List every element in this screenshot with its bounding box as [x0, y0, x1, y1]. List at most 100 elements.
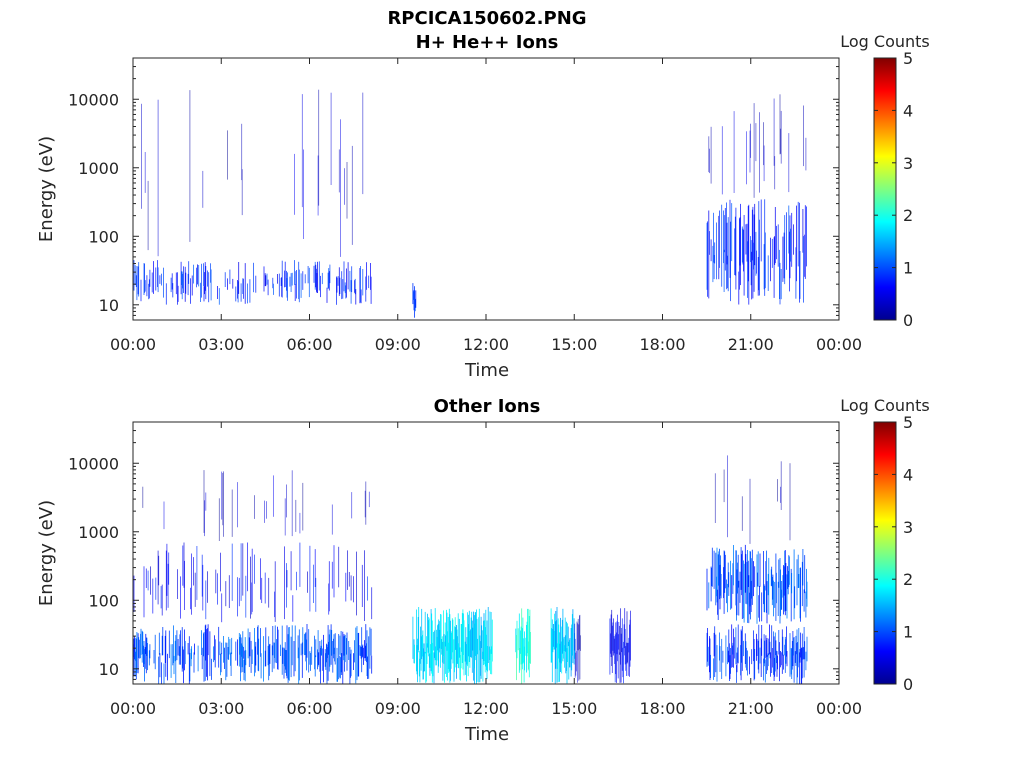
data-cell	[712, 245, 714, 283]
data-cell	[247, 628, 249, 659]
data-cell	[763, 584, 765, 613]
data-cell	[737, 647, 738, 663]
data-cell	[706, 632, 708, 667]
data-cell	[277, 626, 278, 670]
data-cell	[527, 608, 529, 671]
data-cell	[450, 631, 452, 669]
data-cell	[708, 582, 710, 609]
data-cell	[240, 637, 242, 673]
data-cell	[316, 268, 317, 292]
data-cell	[554, 613, 555, 650]
data-cell	[559, 643, 561, 663]
data-cell	[414, 286, 415, 318]
data-cell	[298, 647, 300, 684]
data-cell	[748, 204, 750, 305]
data-cell	[331, 630, 333, 656]
data-cell	[274, 591, 275, 618]
data-cell	[170, 277, 172, 293]
data-cell	[614, 634, 616, 683]
panel-title: Other Ions	[434, 396, 541, 417]
data-cell	[201, 630, 202, 655]
data-cell	[340, 657, 341, 679]
data-cell	[205, 492, 207, 511]
data-cell	[579, 614, 581, 680]
data-cell	[158, 632, 160, 655]
data-cell	[756, 554, 758, 624]
data-cell	[751, 209, 753, 261]
y-axis-label: Energy (eV)	[36, 136, 57, 242]
data-cell	[615, 622, 617, 675]
y-tick-label: 10	[99, 296, 119, 315]
data-cell	[774, 657, 776, 677]
data-cell	[802, 647, 804, 660]
data-cell	[798, 628, 800, 668]
data-cell	[770, 237, 771, 282]
data-cell	[786, 651, 788, 667]
data-cell	[789, 556, 790, 585]
data-cell	[314, 549, 316, 587]
data-cell	[417, 638, 418, 683]
data-cell	[146, 275, 148, 297]
data-cell	[218, 626, 220, 668]
data-cell	[755, 231, 757, 276]
data-cell	[775, 553, 777, 621]
data-cell	[350, 280, 352, 304]
data-cell	[444, 622, 446, 647]
data-cell	[766, 639, 767, 674]
data-cell	[773, 636, 775, 681]
data-cell	[449, 614, 451, 683]
data-cell	[135, 637, 137, 661]
data-cell	[783, 565, 784, 615]
data-cell	[241, 645, 243, 668]
data-cell	[759, 553, 761, 587]
data-cell	[174, 640, 176, 662]
data-cell	[791, 573, 793, 594]
y-axis: 10 100 1000 10000	[68, 421, 839, 685]
data-cell	[203, 263, 204, 287]
data-cell	[180, 630, 181, 665]
data-cell	[225, 581, 227, 607]
data-cell	[338, 267, 340, 296]
data-cell	[800, 632, 801, 658]
data-cell	[145, 568, 147, 588]
data-cell	[223, 471, 224, 537]
data-cell	[773, 580, 774, 617]
data-cell	[428, 617, 430, 657]
data-cell	[284, 546, 285, 620]
data-cell	[286, 563, 287, 608]
data-cell	[727, 562, 729, 588]
data-cell	[298, 269, 300, 303]
data-cell	[161, 273, 162, 286]
data-cell	[575, 652, 577, 676]
data-cell	[220, 653, 222, 673]
data-cell	[360, 647, 362, 659]
data-cell	[343, 261, 345, 292]
data-cell	[154, 634, 156, 670]
data-cell	[520, 630, 521, 654]
data-cell	[425, 652, 427, 683]
data-cell	[804, 234, 806, 277]
data-cell	[333, 634, 335, 655]
x-tick-label: 03:00	[198, 335, 244, 354]
data-cell	[520, 626, 522, 665]
data-cell	[360, 289, 362, 304]
data-cell	[260, 653, 262, 679]
data-cell	[290, 551, 292, 591]
data-cell	[281, 625, 283, 675]
data-cell	[610, 633, 611, 654]
data-cell	[713, 255, 715, 280]
data-cell	[629, 624, 630, 677]
data-cell	[437, 625, 438, 651]
data-cell	[423, 648, 424, 680]
data-cell	[430, 644, 431, 668]
data-cell	[557, 643, 558, 669]
data-cell	[611, 609, 613, 666]
data-cell	[577, 623, 578, 683]
data-cell	[268, 636, 270, 681]
data-cell	[135, 275, 137, 287]
data-cell	[747, 241, 748, 298]
data-cell	[740, 547, 742, 590]
data-cell	[461, 624, 463, 652]
data-cell	[736, 550, 737, 621]
data-cell	[371, 655, 373, 674]
